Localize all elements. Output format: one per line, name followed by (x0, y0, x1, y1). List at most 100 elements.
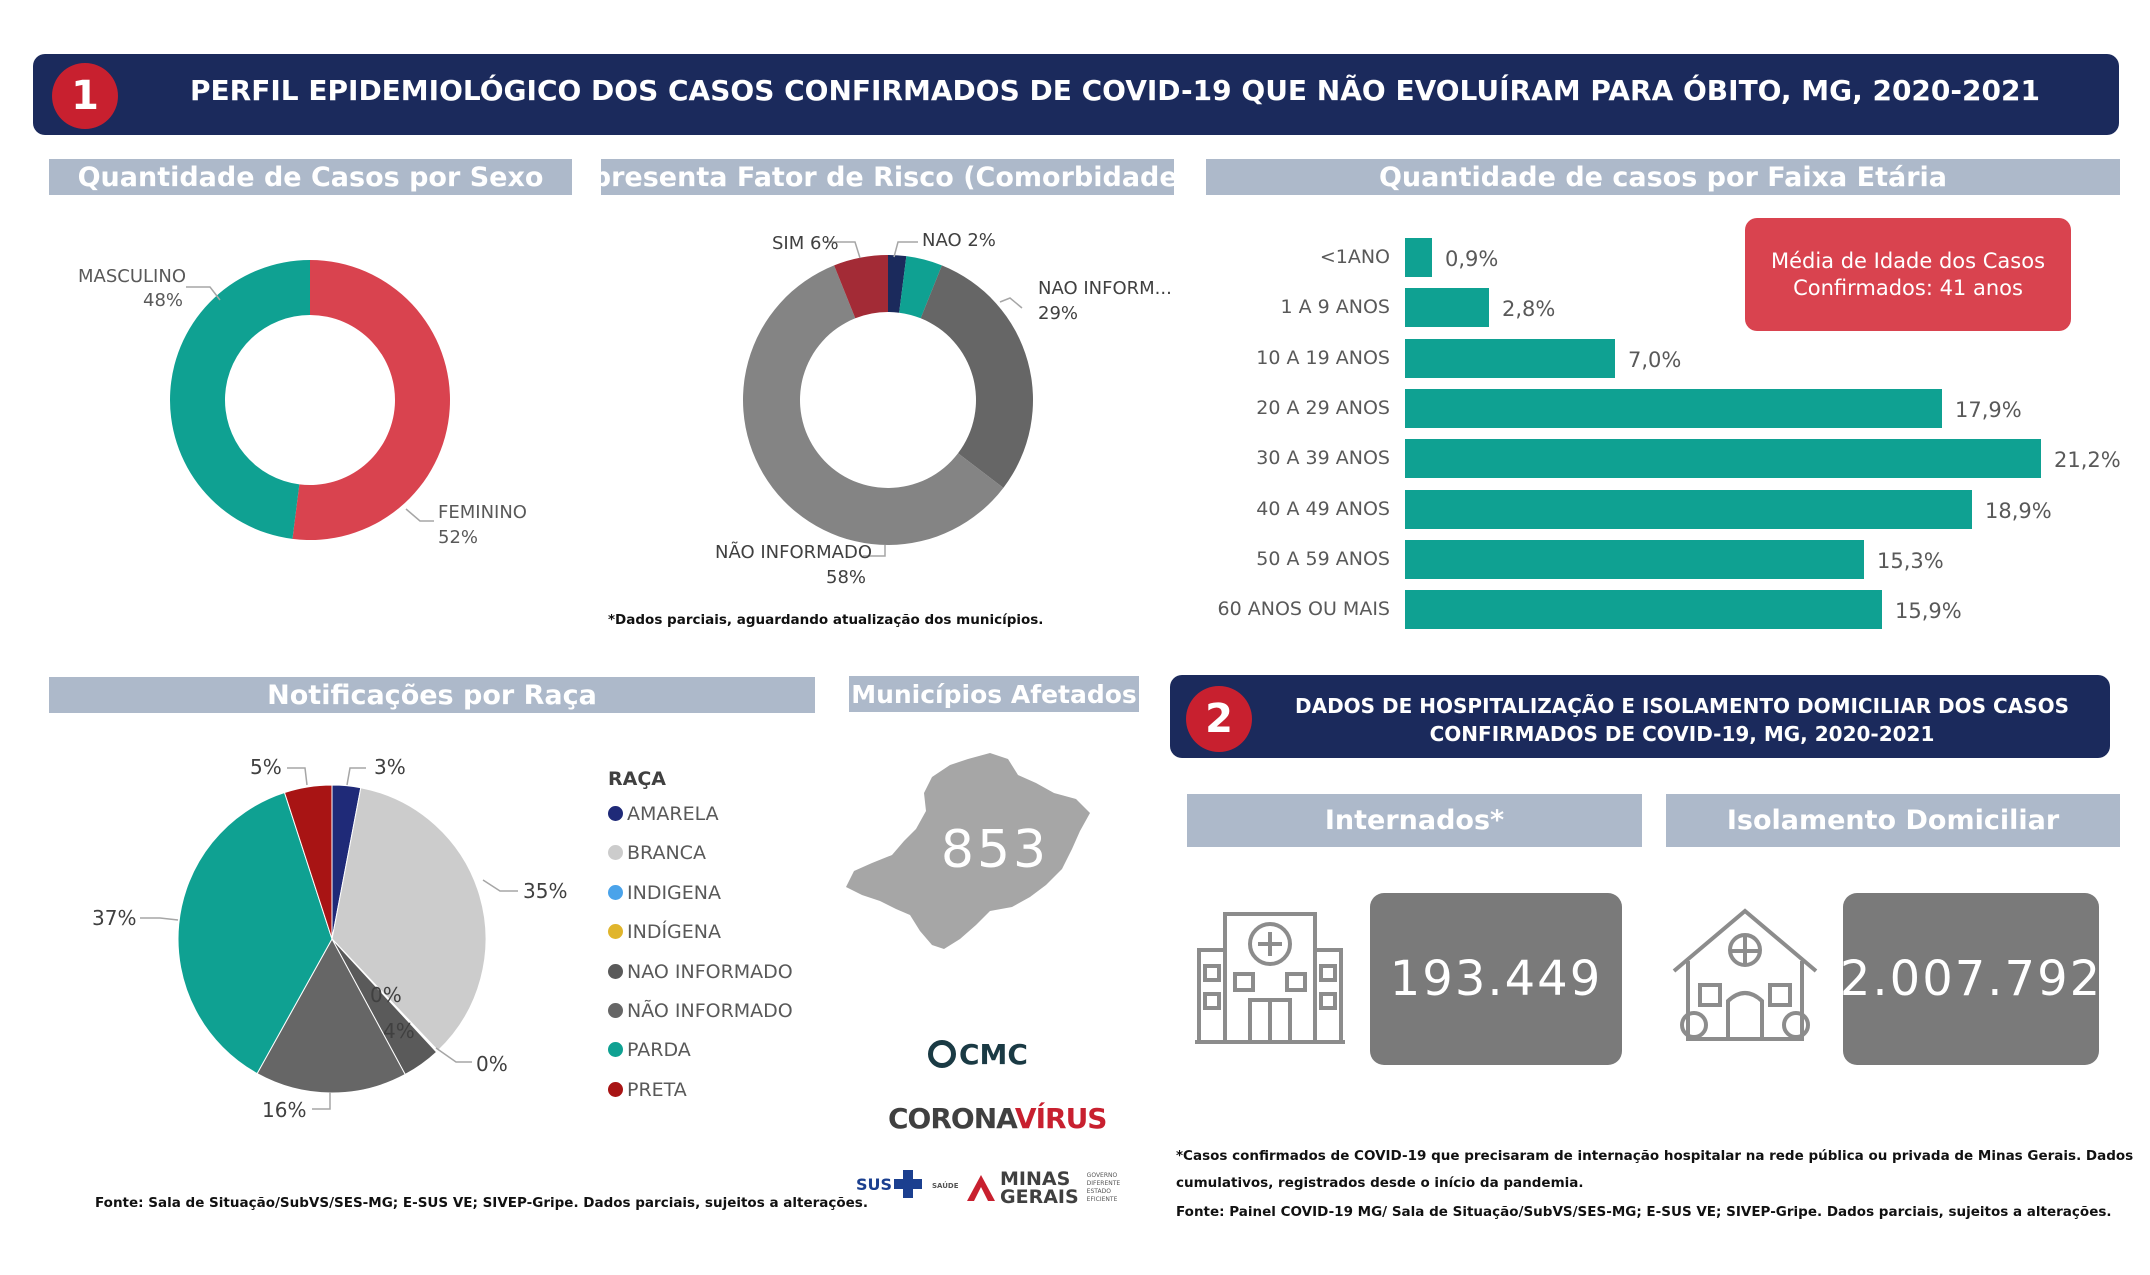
cmc-logo: CMC (928, 1036, 1028, 1072)
race-legend-item: AMARELA (608, 803, 719, 825)
race-label-5: 5% (250, 755, 282, 779)
header-title-2-line1: DADOS DE HOSPITALIZAÇÃO E ISOLAMENTO DOM… (1294, 694, 2069, 718)
age-value-label: 17,9% (1955, 397, 2022, 422)
age-category-label: <1ANO (1319, 246, 1390, 268)
header-banner-2 (1170, 675, 2110, 758)
section-number-2: 2 (1205, 696, 1233, 742)
section-title-sexo: Quantidade de Casos por Sexo (49, 159, 572, 195)
label-nao-inform-pct: 29% (1038, 303, 1079, 324)
minas-triangle-icon (967, 1175, 995, 1201)
leader-feminino (405, 508, 434, 522)
sexo-slice-0 (292, 260, 451, 541)
label-nao-inform: NAO INFORM... (1038, 278, 1172, 299)
risco-donut (742, 255, 1033, 546)
virus-text: VÍRUS (1014, 1102, 1108, 1135)
age-bar (1405, 489, 1972, 529)
raca-pie (177, 784, 487, 1094)
race-legend-label: NAO INFORMADO (627, 960, 793, 983)
race-label-35: 35% (523, 879, 568, 903)
note-risco: *Dados parciais, aguardando atualização … (608, 612, 1044, 628)
legend-dot-icon (608, 884, 623, 900)
age-value-label: 7,0% (1628, 347, 1682, 372)
age-bar (1405, 288, 1489, 328)
cmc-logo-icon (928, 1040, 956, 1068)
raca-slice-5 (256, 937, 406, 1094)
race-label-0b: 0% (476, 1052, 508, 1076)
label-feminino: FEMININO (438, 502, 527, 523)
age-category-label: 40 A 49 ANOS (1256, 497, 1390, 520)
sus-cross-icon (894, 1170, 923, 1198)
age-bar (1405, 338, 1615, 378)
leader-nao-inform (999, 297, 1023, 309)
header-title-2: DADOS DE HOSPITALIZAÇÃO E ISOLAMENTO DOM… (1262, 692, 2102, 748)
age-bar (1405, 388, 1942, 428)
race-label-0a: 0% (370, 983, 402, 1007)
leader-35 (482, 879, 518, 892)
race-legend-label: INDÍGENA (627, 921, 721, 944)
race-legend-title: RAÇA (608, 768, 666, 790)
house-icon (1672, 908, 1818, 1041)
age-category-label: 20 A 29 ANOS (1256, 396, 1390, 419)
section-number-badge-1: 1 (52, 63, 118, 129)
isolamento-value: 2.007.792 (1840, 893, 2100, 1065)
sus-text: SUS (856, 1174, 893, 1194)
race-legend-label: AMARELA (627, 803, 719, 825)
label-masculino-pct: 48% (143, 290, 184, 311)
leader-masculino (186, 286, 221, 301)
header-title-2-line2: CONFIRMADOS DE COVID-19, MG, 2020-2021 (1429, 722, 1935, 746)
label-nao: NAO 2% (922, 230, 996, 251)
corona-virus-logo: CORONAVÍRUS (888, 1102, 1108, 1135)
risco-slice-0 (888, 255, 907, 313)
race-legend-label: BRANCA (627, 842, 706, 865)
leader-16 (312, 1092, 331, 1110)
raca-slice-6 (177, 791, 333, 1075)
note-fonte-1: Fonte: Sala de Situação/SubVS/SES-MG; E-… (95, 1195, 868, 1211)
header-title-1: PERFIL EPIDEMIOLÓGICO DOS CASOS CONFIRMA… (190, 74, 2040, 107)
leader-3 (346, 767, 366, 786)
gov-text-3: ESTADO (1086, 1188, 1111, 1195)
race-legend-label: NÃO INFORMADO (627, 1000, 793, 1022)
corona-text: CORONA (888, 1102, 1016, 1135)
section-title-raca: Notificações por Raça (49, 677, 815, 713)
race-legend-item: BRANCA (608, 842, 706, 864)
leader-37 (140, 917, 179, 921)
note-hosp-line1: *Casos confirmados de COVID-19 que preci… (1176, 1148, 2134, 1164)
race-legend-item: PARDA (608, 1039, 691, 1061)
minas-gerais-map-icon (846, 753, 1090, 949)
label-masculino: MASCULINO (78, 266, 186, 287)
media-idade-line2: Confirmados: 41 anos (1793, 275, 2023, 300)
label-sim: SIM 6% (772, 233, 839, 254)
age-bar (1405, 590, 1882, 630)
cmc-logo-text: CMC (959, 1037, 1028, 1071)
risco-slice-3 (742, 265, 1004, 546)
legend-dot-icon (608, 806, 623, 821)
age-value-label: 0,9% (1445, 247, 1499, 271)
note-hosp-line2: cumulativos, registrados desde o início … (1176, 1175, 1584, 1191)
leader-5 (287, 767, 308, 786)
race-legend-label: INDIGENA (627, 881, 721, 904)
section-title-municipios: Municípios Afetados (849, 676, 1139, 712)
section-title-isolamento: Isolamento Domiciliar (1666, 794, 2120, 847)
age-value-label: 15,9% (1895, 599, 1962, 624)
legend-dot-icon (608, 924, 623, 940)
gov-text-1: GOVERNO (1086, 1172, 1118, 1179)
sexo-slice-1 (170, 260, 310, 539)
race-label-16: 16% (262, 1098, 307, 1122)
race-legend-label: PARDA (627, 1039, 691, 1062)
leader-sim (825, 241, 861, 259)
age-value-label: 15,3% (1877, 548, 1944, 573)
gerais-text: GERAIS (1000, 1186, 1079, 1208)
race-label-37: 37% (92, 906, 137, 930)
age-bar (1405, 439, 2041, 479)
section-title-internados: Internados* (1187, 794, 1642, 847)
age-value-label: 21,2% (2054, 448, 2121, 473)
municipios-value: 853 (940, 820, 1050, 880)
race-legend-item: INDIGENA (608, 882, 721, 904)
internados-value: 193.449 (1370, 893, 1622, 1065)
age-bar (1405, 238, 1432, 277)
age-category-label: 60 ANOS OU MAIS (1217, 598, 1390, 621)
gov-text-2: DIFERENTE (1086, 1180, 1121, 1187)
race-legend-item: INDÍGENA (608, 921, 721, 943)
leader-nao-informado (863, 545, 886, 557)
